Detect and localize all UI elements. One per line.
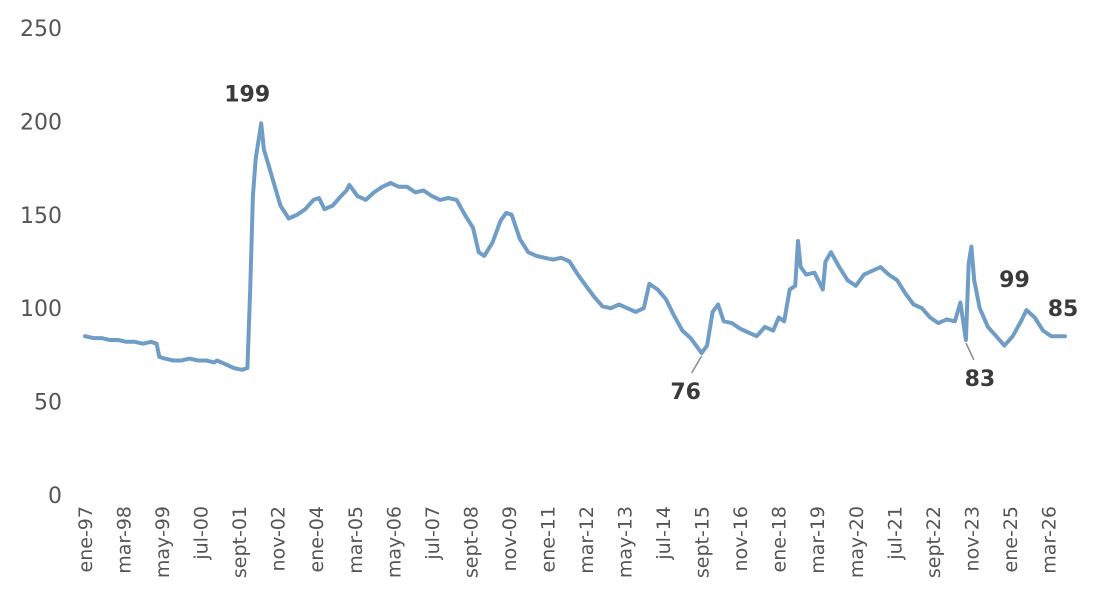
y-tick-label: 0 bbox=[48, 484, 62, 509]
x-tick-label: nov-16 bbox=[730, 506, 752, 571]
x-tick-label: sept-15 bbox=[692, 506, 714, 578]
annotation-leader-line bbox=[965, 342, 975, 361]
x-tick-label: jul-21 bbox=[884, 506, 906, 561]
x-tick-label: nov-23 bbox=[961, 506, 983, 571]
x-tick-label: nov-09 bbox=[499, 506, 521, 571]
x-tick-label: may-06 bbox=[383, 506, 405, 578]
x-tick-label: mar-05 bbox=[345, 506, 367, 574]
x-tick-label: ene-04 bbox=[306, 506, 328, 572]
x-tick-label: may-20 bbox=[846, 506, 868, 578]
annotation-leader-line bbox=[690, 355, 703, 374]
x-tick-label: ene-25 bbox=[1000, 506, 1022, 572]
y-tick-label: 250 bbox=[20, 17, 62, 42]
plot-area bbox=[83, 121, 1067, 372]
x-tick-label: ene-97 bbox=[75, 506, 97, 572]
annotations: 199 76 83 99 85 bbox=[224, 82, 1078, 405]
x-tick-label: may-99 bbox=[152, 506, 174, 578]
x-tick-label: jul-07 bbox=[422, 506, 444, 561]
annotation-label: 85 bbox=[1048, 297, 1079, 322]
x-tick-label: ene-11 bbox=[537, 506, 559, 572]
x-tick-label: may-13 bbox=[615, 506, 637, 578]
x-axis: ene-97 mar-98 may-99 jul-00 sept-01 nov-02 ene… bbox=[75, 506, 1060, 578]
y-tick-label: 100 bbox=[20, 297, 62, 322]
series-line bbox=[83, 121, 1067, 372]
y-tick-label: 200 bbox=[20, 110, 62, 135]
x-tick-label: mar-12 bbox=[576, 506, 598, 574]
y-tick-label: 150 bbox=[20, 204, 62, 229]
x-tick-label: nov-02 bbox=[268, 506, 290, 571]
annotation-label: 76 bbox=[670, 380, 701, 405]
y-tick-label: 50 bbox=[34, 391, 62, 416]
x-tick-label: sept-01 bbox=[229, 506, 251, 578]
annotation-label: 99 bbox=[999, 268, 1030, 293]
x-tick-label: jul-14 bbox=[653, 506, 675, 561]
x-tick-label: sept-08 bbox=[460, 506, 482, 578]
x-tick-label: sept-22 bbox=[923, 506, 945, 578]
x-tick-label: mar-19 bbox=[807, 506, 829, 574]
y-axis: 0 50 100 150 200 250 bbox=[20, 17, 62, 509]
x-tick-label: jul-00 bbox=[191, 506, 213, 561]
x-tick-label: mar-26 bbox=[1038, 506, 1060, 574]
x-tick-label: mar-98 bbox=[114, 506, 136, 574]
x-tick-label: ene-18 bbox=[769, 506, 791, 572]
annotation-label: 199 bbox=[224, 82, 270, 107]
annotation-label: 83 bbox=[965, 367, 996, 392]
